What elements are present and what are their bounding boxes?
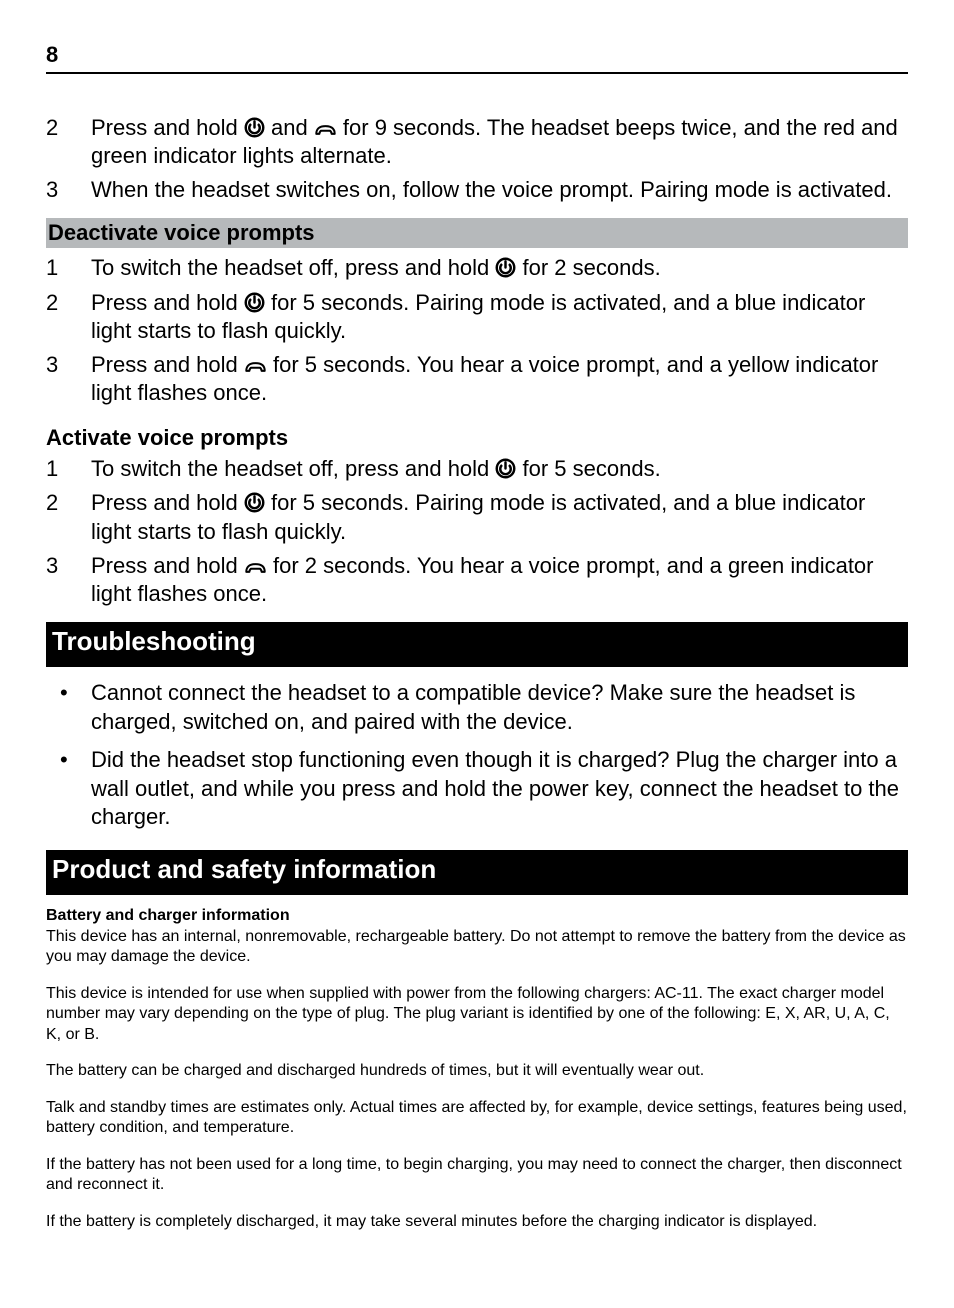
step-number: 2	[46, 289, 91, 345]
list-item: 1To switch the headset off, press and ho…	[46, 455, 908, 483]
list-item: •Did the headset stop functioning even t…	[46, 746, 908, 832]
fine-print-paragraph: Talk and standby times are estimates onl…	[46, 1098, 908, 1139]
step-number: 3	[46, 552, 91, 608]
step-text: To switch the headset off, press and hol…	[91, 254, 908, 282]
list-item: 3Press and hold for 2 seconds. You hear …	[46, 552, 908, 608]
list-item: 3Press and hold for 5 seconds. You hear …	[46, 351, 908, 407]
heading-troubleshoot: Troubleshooting	[46, 622, 908, 667]
step-number: 3	[46, 176, 91, 204]
page-number: 8	[46, 42, 908, 74]
activate-steps: 1To switch the headset off, press and ho…	[46, 455, 908, 608]
step-number: 2	[46, 114, 91, 170]
step-text: Press and hold for 5 seconds. Pairing mo…	[91, 489, 908, 545]
step-number: 1	[46, 254, 91, 282]
heading-product: Product and safety information	[46, 850, 908, 895]
step-number: 3	[46, 351, 91, 407]
step-text: Press and hold for 2 seconds. You hear a…	[91, 552, 908, 608]
step-text: Press and hold for 5 seconds. Pairing mo…	[91, 289, 908, 345]
list-item: 3When the headset switches on, follow th…	[46, 176, 908, 204]
intro-steps: 2Press and hold and for 9 seconds. The h…	[46, 114, 908, 204]
step-text: When the headset switches on, follow the…	[91, 176, 908, 204]
list-item: 2Press and hold for 5 seconds. Pairing m…	[46, 289, 908, 345]
fine-print-paragraph: This device is intended for use when sup…	[46, 984, 908, 1045]
step-number: 1	[46, 455, 91, 483]
step-number: 2	[46, 489, 91, 545]
fine-print-paragraph: This device has an internal, nonremovabl…	[46, 927, 908, 968]
fine-print: This device has an internal, nonremovabl…	[46, 927, 908, 1232]
list-item: •Cannot connect the headset to a compati…	[46, 679, 908, 736]
bullet-icon: •	[46, 746, 91, 832]
heading-activate: Activate voice prompts	[46, 425, 908, 451]
heading-deactivate: Deactivate voice prompts	[46, 218, 908, 248]
bullet-text: Cannot connect the headset to a compatib…	[91, 679, 908, 736]
bullet-text: Did the headset stop functioning even th…	[91, 746, 908, 832]
troubleshoot-list: •Cannot connect the headset to a compati…	[46, 679, 908, 832]
bullet-icon: •	[46, 679, 91, 736]
step-text: Press and hold for 5 seconds. You hear a…	[91, 351, 908, 407]
deactivate-steps: 1To switch the headset off, press and ho…	[46, 254, 908, 407]
list-item: 2Press and hold for 5 seconds. Pairing m…	[46, 489, 908, 545]
step-text: To switch the headset off, press and hol…	[91, 455, 908, 483]
fine-print-paragraph: The battery can be charged and discharge…	[46, 1061, 908, 1081]
step-text: Press and hold and for 9 seconds. The he…	[91, 114, 908, 170]
heading-battery: Battery and charger information	[46, 907, 908, 925]
fine-print-paragraph: If the battery has not been used for a l…	[46, 1155, 908, 1196]
list-item: 1To switch the headset off, press and ho…	[46, 254, 908, 282]
list-item: 2Press and hold and for 9 seconds. The h…	[46, 114, 908, 170]
fine-print-paragraph: If the battery is completely discharged,…	[46, 1212, 908, 1232]
